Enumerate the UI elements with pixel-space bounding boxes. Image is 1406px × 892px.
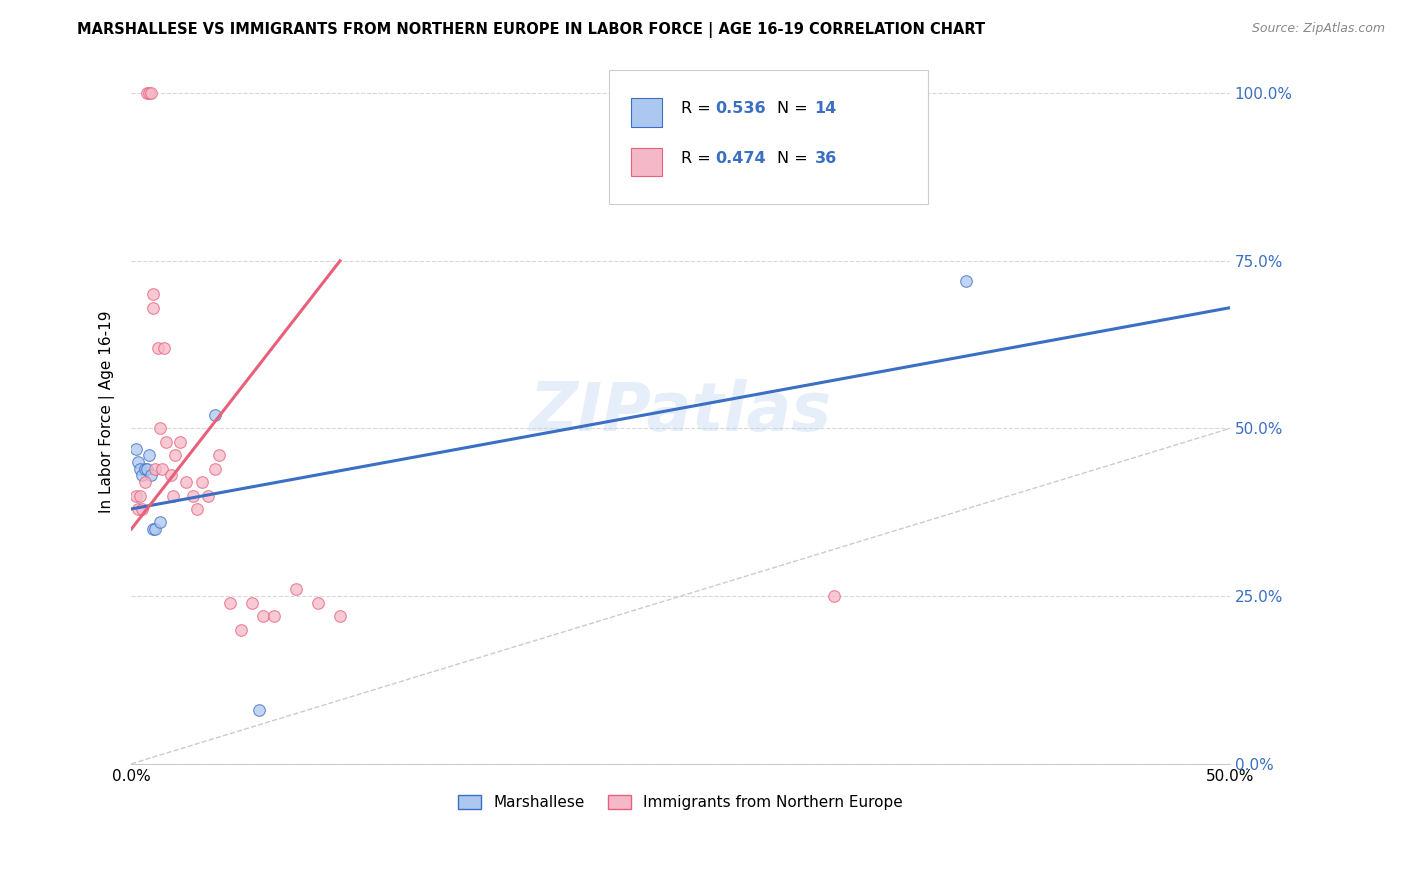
Point <box>134 475 156 490</box>
Point <box>208 448 231 462</box>
Point <box>219 596 242 610</box>
Point <box>138 448 160 462</box>
Point <box>247 703 270 717</box>
Point <box>155 434 177 449</box>
Point <box>139 86 162 100</box>
Point <box>142 522 165 536</box>
Point <box>145 522 167 536</box>
Point <box>150 461 173 475</box>
Point <box>204 461 226 475</box>
Point <box>252 609 274 624</box>
Point <box>307 596 329 610</box>
Text: 14: 14 <box>814 102 837 116</box>
Point <box>285 582 308 597</box>
Point <box>165 448 187 462</box>
Point <box>129 489 152 503</box>
Text: 0.474: 0.474 <box>716 151 766 166</box>
Text: N =: N = <box>778 102 813 116</box>
Text: R =: R = <box>681 151 716 166</box>
Bar <box>631 148 662 176</box>
Point <box>149 421 172 435</box>
Legend: Marshallese, Immigrants from Northern Europe: Marshallese, Immigrants from Northern Eu… <box>453 789 908 816</box>
Text: 0.536: 0.536 <box>716 102 766 116</box>
Point <box>329 609 352 624</box>
Point <box>125 489 148 503</box>
Point <box>823 589 845 603</box>
Point <box>138 86 160 100</box>
Point <box>134 461 156 475</box>
Point <box>146 341 169 355</box>
Point <box>135 461 157 475</box>
Point <box>263 609 285 624</box>
Text: R =: R = <box>681 102 716 116</box>
Point <box>125 442 148 456</box>
Point <box>181 489 204 503</box>
Point <box>204 408 226 422</box>
Point <box>186 502 208 516</box>
Text: N =: N = <box>778 151 813 166</box>
Point <box>190 475 212 490</box>
Point <box>240 596 263 610</box>
Text: MARSHALLESE VS IMMIGRANTS FROM NORTHERN EUROPE IN LABOR FORCE | AGE 16-19 CORREL: MARSHALLESE VS IMMIGRANTS FROM NORTHERN … <box>77 22 986 38</box>
Point <box>197 489 219 503</box>
Point <box>127 502 149 516</box>
Point <box>955 274 977 288</box>
Point <box>139 468 162 483</box>
Point <box>174 475 197 490</box>
Point <box>149 516 172 530</box>
Point <box>160 468 183 483</box>
Point <box>135 86 157 100</box>
Point <box>131 502 153 516</box>
Point <box>231 623 253 637</box>
FancyBboxPatch shape <box>609 70 928 204</box>
Point <box>142 287 165 301</box>
Point <box>145 461 167 475</box>
Point <box>129 461 152 475</box>
Point <box>131 468 153 483</box>
Point <box>142 301 165 315</box>
Y-axis label: In Labor Force | Age 16-19: In Labor Force | Age 16-19 <box>100 310 115 513</box>
Text: 36: 36 <box>814 151 837 166</box>
Text: Source: ZipAtlas.com: Source: ZipAtlas.com <box>1251 22 1385 36</box>
Bar <box>631 98 662 127</box>
Point <box>162 489 184 503</box>
Text: ZIPatlas: ZIPatlas <box>530 379 831 445</box>
Point <box>169 434 191 449</box>
Point <box>127 455 149 469</box>
Point <box>153 341 176 355</box>
